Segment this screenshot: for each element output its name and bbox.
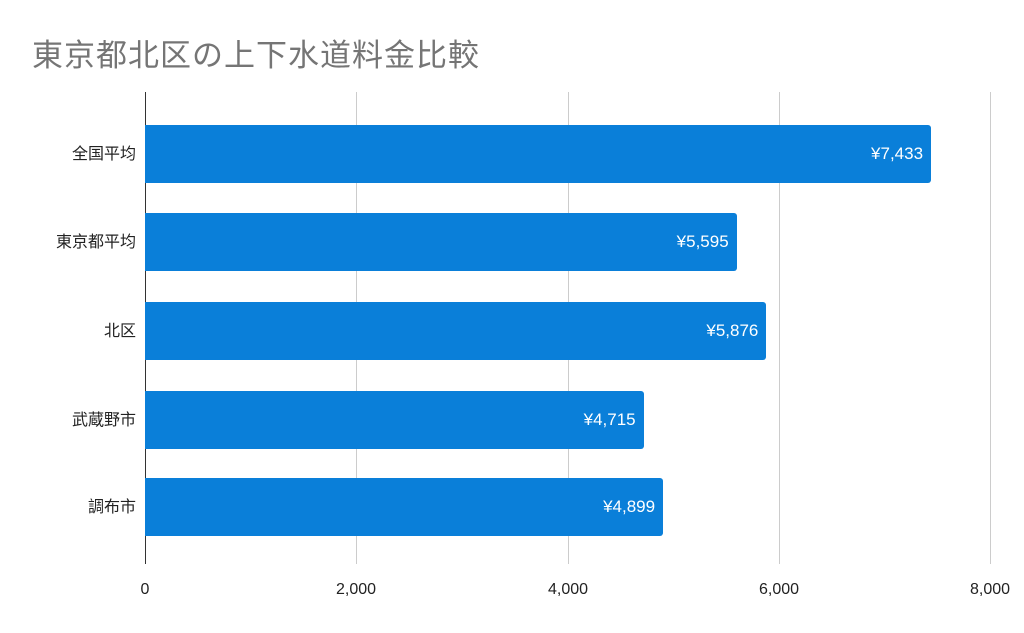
data-label: ¥5,876 (706, 321, 759, 340)
x-tick-label: 6,000 (758, 581, 800, 598)
gridline (779, 92, 780, 564)
data-label: ¥4,899 (603, 497, 656, 516)
category-label: 全国平均 (71, 144, 136, 163)
data-label: ¥7,433 (871, 144, 924, 163)
data-label: ¥4,715 (583, 410, 636, 429)
category-label: 調布市 (87, 497, 136, 516)
x-tick-label: 8,000 (969, 581, 1011, 598)
category-label: 東京都平均 (55, 232, 136, 251)
plot-area: ¥7,433 ¥5,595 ¥5,876 ¥4,715 ¥4,899 (145, 92, 991, 564)
category-label: 北区 (103, 321, 136, 340)
category-label: 武蔵野市 (71, 410, 136, 429)
x-tick-label: 4,000 (547, 581, 589, 598)
bar-chofu: ¥4,899 (145, 478, 664, 536)
bar-musashino: ¥4,715 (145, 391, 644, 449)
bar-zenkoku: ¥7,433 (145, 125, 932, 183)
chart-title: 東京都北区の上下水道料金比較 (32, 38, 480, 74)
gridline (990, 92, 991, 564)
x-tick-label: 0 (140, 581, 150, 598)
bar-kita: ¥5,876 (145, 302, 767, 360)
bar-tokyo: ¥5,595 (145, 213, 737, 271)
data-label: ¥5,595 (676, 232, 729, 251)
x-tick-label: 2,000 (335, 581, 377, 598)
